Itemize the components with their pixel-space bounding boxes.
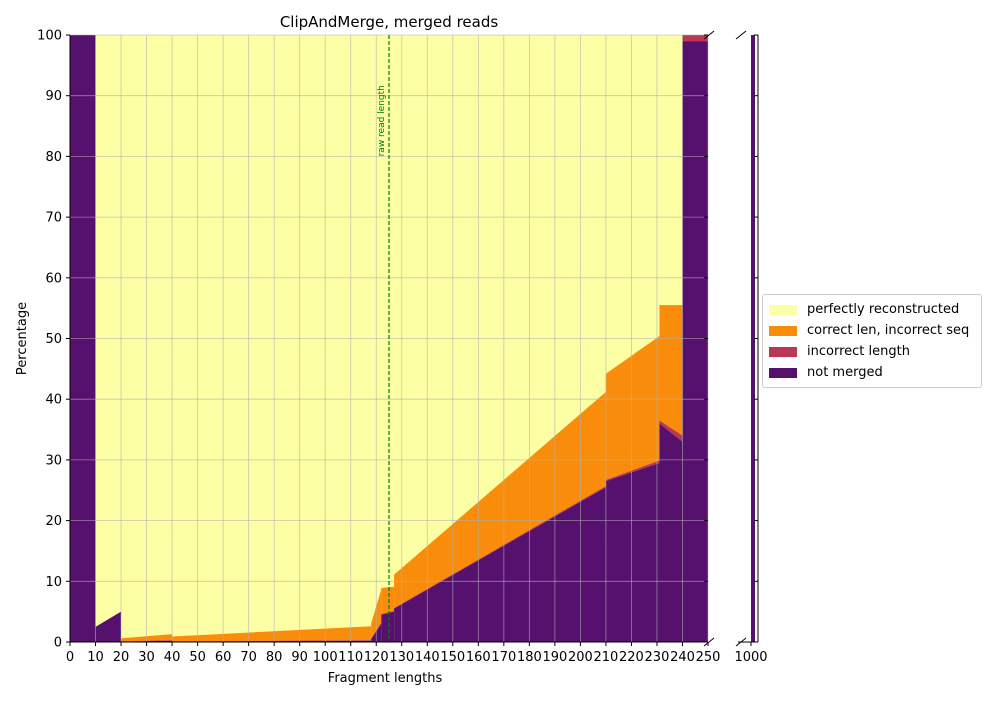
area-correct-len-incorrect-seq-6 [394, 391, 606, 609]
x-tick-label: 140 [415, 650, 440, 665]
area-correct-len-incorrect-seq-5 [381, 586, 395, 615]
legend-swatch [769, 325, 797, 336]
area-correct-len-incorrect-seq-8 [659, 305, 683, 436]
y-tick-label: 20 [45, 514, 62, 529]
y-tick-label: 60 [45, 271, 62, 286]
x-tick-label: 170 [491, 650, 516, 665]
y-tick-label: 70 [45, 211, 62, 226]
area-not-merged-7 [605, 462, 660, 642]
y-tick-label: 100 [37, 29, 62, 44]
area-not-merged-9 [682, 41, 708, 642]
y-tick-label: 80 [45, 150, 62, 165]
legend-swatch [769, 304, 797, 315]
legend-swatch [769, 367, 797, 378]
area-not-merged-5 [381, 611, 395, 642]
x-axis-label: Fragment lengths [328, 671, 443, 686]
area-not-merged-6 [394, 487, 606, 642]
legend-item-perfectly-reconstructed: perfectly reconstructed [769, 299, 975, 320]
x-tick-label: 120 [364, 650, 389, 665]
x-tick-label: 240 [670, 650, 695, 665]
legend-label: perfectly reconstructed [807, 302, 960, 317]
legend-item-incorrect-length: incorrect length [769, 341, 975, 362]
raw-read-length-label: raw read length [377, 85, 387, 156]
area-incorrect-length-6 [394, 486, 606, 609]
x-tick-label: 20 [113, 650, 130, 665]
area-incorrect-length-7 [605, 460, 660, 482]
legend-label: correct len, incorrect seq [807, 323, 970, 338]
x-tick-label: 80 [266, 650, 283, 665]
x-tick-label: 230 [645, 650, 670, 665]
x-tick-label: 90 [291, 650, 308, 665]
x-tick-label: 200 [568, 650, 593, 665]
area-correct-len-incorrect-seq-3 [172, 626, 372, 642]
axis-break-mark [735, 30, 747, 40]
legend-swatch [769, 346, 797, 357]
x-tick-label: 160 [466, 650, 491, 665]
x-tick-label: 30 [138, 650, 155, 665]
legend: perfectly reconstructed correct len, inc… [762, 294, 982, 388]
y-tick-label: 90 [45, 89, 62, 104]
x-tick-label: 0 [66, 650, 74, 665]
axis-break-mark [735, 637, 747, 647]
axis-break-mark [703, 637, 715, 647]
area-incorrect-length-8 [659, 420, 683, 442]
y-axis-label: Percentage [15, 302, 30, 375]
area-correct-len-incorrect-seq-7 [605, 336, 660, 480]
x-tick-label: 180 [517, 650, 542, 665]
x-tick-label: 250 [696, 650, 721, 665]
x-tick-label: 190 [542, 650, 567, 665]
legend-label: incorrect length [807, 344, 910, 359]
legend-item-correct-len-incorrect-seq: correct len, incorrect seq [769, 320, 975, 341]
area-not-merged-8 [659, 423, 683, 642]
y-tick-label: 0 [54, 636, 62, 651]
x-tick-label: 110 [338, 650, 363, 665]
x-tick-label: 130 [389, 650, 414, 665]
broken-axis-bar-not-merged [751, 35, 755, 642]
x-tick-label: 150 [440, 650, 465, 665]
area-incorrect-length-5 [381, 611, 395, 615]
x-tick-label: 220 [619, 650, 644, 665]
x-tick-label: 100 [313, 650, 338, 665]
x-tick-label: 60 [215, 650, 232, 665]
x-tick-label: 70 [240, 650, 257, 665]
legend-item-not-merged: not merged [769, 362, 975, 383]
axis-break-mark [703, 30, 715, 40]
y-tick-label: 30 [45, 453, 62, 468]
chart-title: ClipAndMerge, merged reads [280, 13, 499, 31]
area-not-merged-1 [95, 611, 122, 642]
y-tick-label: 10 [45, 575, 62, 590]
broken-axis-tick-label: 1000 [734, 650, 767, 665]
x-tick-label: 40 [164, 650, 181, 665]
area-incorrect-length-9 [682, 35, 708, 42]
y-tick-label: 50 [45, 332, 62, 347]
y-tick-label: 40 [45, 393, 62, 408]
legend-label: not merged [807, 365, 883, 380]
area-incorrect-length-3 [172, 640, 372, 642]
x-tick-label: 10 [87, 650, 104, 665]
x-tick-label: 210 [594, 650, 619, 665]
x-tick-label: 50 [189, 650, 206, 665]
